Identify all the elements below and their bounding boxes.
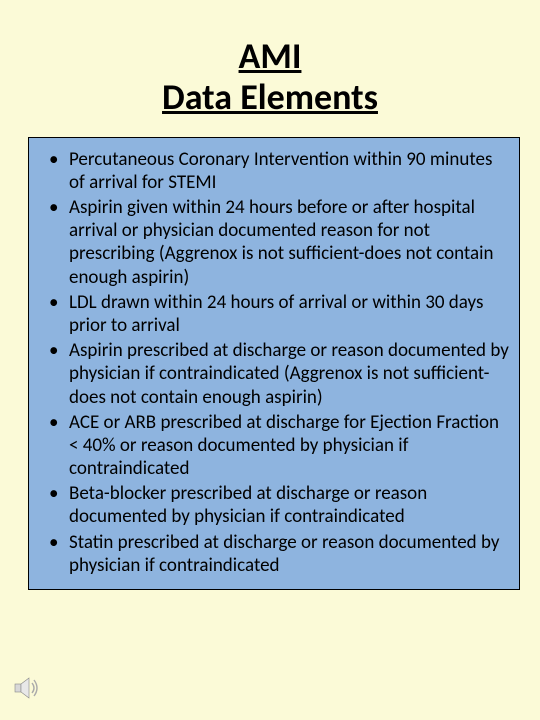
- speaker-icon: [14, 676, 42, 700]
- slide-title: AMI Data Elements: [0, 0, 540, 137]
- title-line-1: AMI: [0, 36, 540, 77]
- content-box: Percutaneous Coronary Intervention withi…: [28, 137, 520, 590]
- list-item: Aspirin prescribed at discharge or reaso…: [37, 339, 511, 409]
- list-item: Aspirin given within 24 hours before or …: [37, 196, 511, 289]
- list-item: LDL drawn within 24 hours of arrival or …: [37, 291, 511, 337]
- list-item: Beta-blocker prescribed at discharge or …: [37, 482, 511, 528]
- bullet-list: Percutaneous Coronary Intervention withi…: [37, 148, 511, 577]
- list-item: Percutaneous Coronary Intervention withi…: [37, 148, 511, 194]
- list-item: Statin prescribed at discharge or reason…: [37, 531, 511, 577]
- list-item: ACE or ARB prescribed at discharge for E…: [37, 411, 511, 481]
- title-line-2: Data Elements: [0, 77, 540, 118]
